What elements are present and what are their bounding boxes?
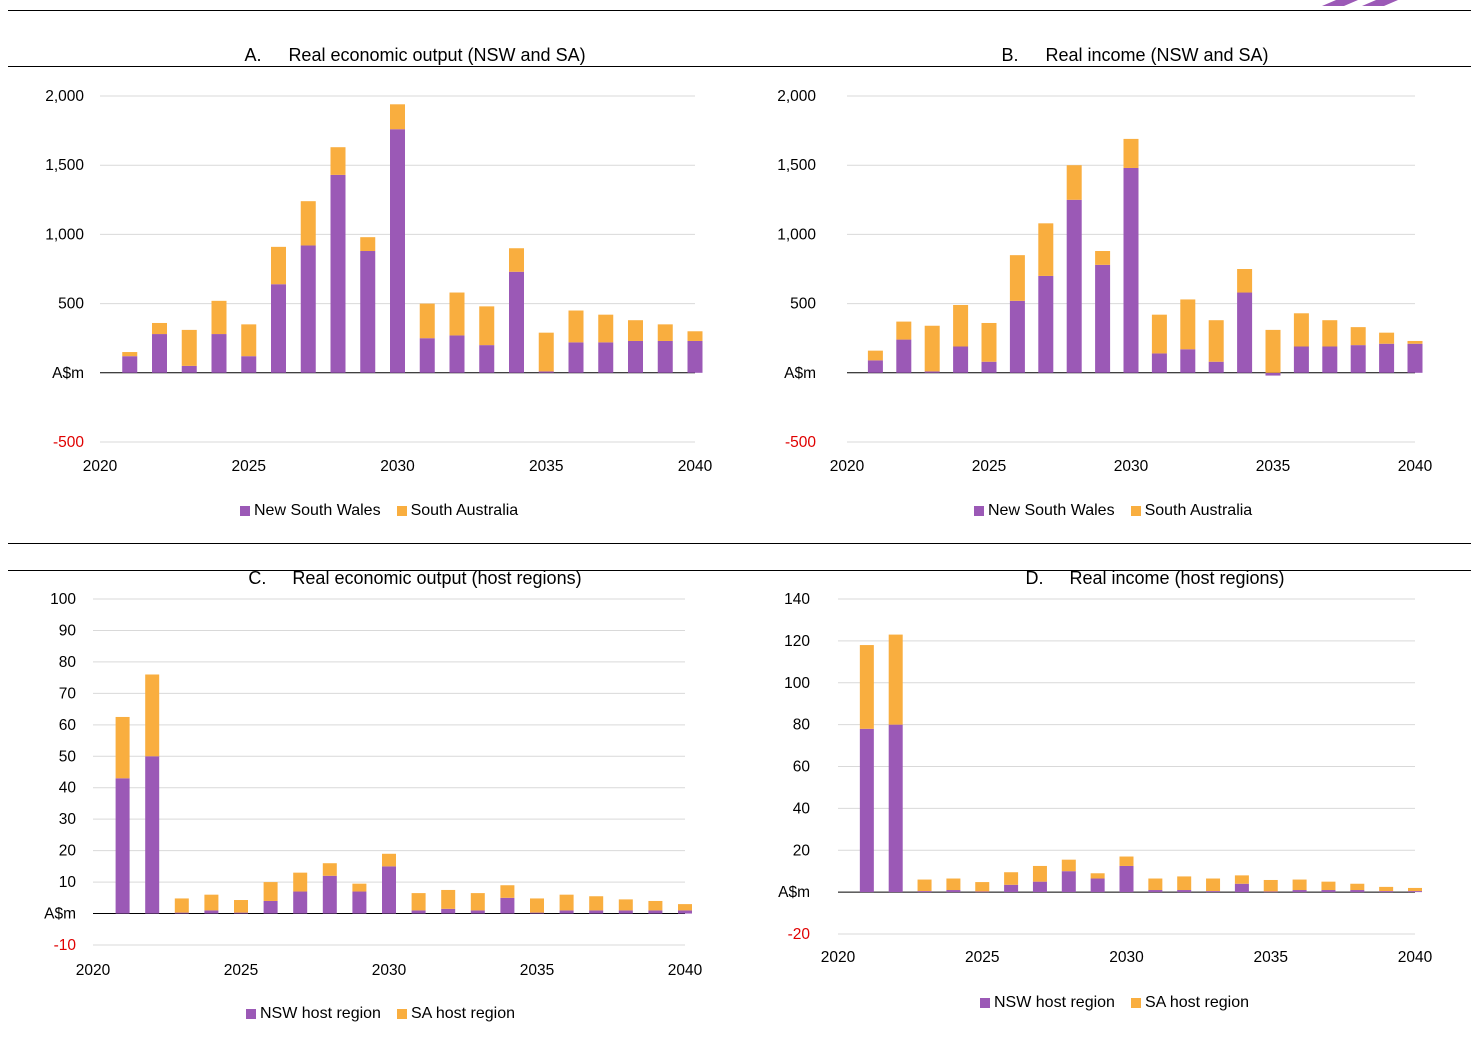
legend-item: NSW host region (980, 994, 1115, 1012)
bar-series-2 (211, 300, 227, 335)
panel-c-title: C. Real economic output (host regions) (150, 547, 670, 589)
bar-series-1 (568, 342, 584, 373)
bar-series-2 (271, 246, 286, 285)
x-tick-label: 2025 (232, 458, 266, 475)
bar-series-1 (538, 371, 554, 373)
bar-series-1 (687, 340, 703, 373)
bar-series-2 (419, 303, 435, 339)
legend-item: South Australia (396, 502, 519, 520)
legend-label: NSW host region (994, 994, 1115, 1011)
bar-series-1 (419, 338, 435, 373)
bar-series-1 (449, 335, 465, 373)
bar-series-2 (152, 322, 167, 335)
x-tick-label: 2020 (83, 458, 118, 475)
bar-series-1 (300, 245, 316, 373)
legend-c: NSW host region SA host region (246, 1005, 515, 1023)
legend-swatch (396, 506, 407, 516)
legend-label: New South Wales (988, 502, 1115, 519)
y-tick-label: 500 (58, 296, 84, 313)
panel-d-letter: D. (1025, 568, 1044, 588)
bar-series-2 (241, 324, 257, 357)
brand-logo (1322, 0, 1398, 6)
panel-d-title: D. Real income (host regions) (920, 547, 1380, 589)
bar-series-1 (122, 356, 138, 373)
bar-series-1 (181, 365, 197, 373)
panel-c-letter: C. (248, 568, 267, 588)
bar-series-2 (330, 147, 346, 175)
bar-series-1 (598, 342, 614, 373)
bar-series-2 (479, 306, 495, 346)
bar-series-2 (687, 331, 703, 341)
bar-series-2 (509, 248, 524, 272)
panel-a-title: A. Real economic output (NSW and SA) (150, 24, 670, 66)
panel-a-title-text: Real economic output (NSW and SA) (288, 45, 586, 65)
legend-item: South Australia (1130, 502, 1253, 520)
bar-series-2 (300, 201, 316, 246)
legend-item: New South Wales (240, 502, 381, 520)
y-tick-label: -500 (53, 434, 84, 451)
y-tick-label: 2,000 (45, 88, 84, 105)
bar-series-2 (598, 314, 614, 343)
bar-series-1 (330, 174, 346, 373)
bar-series-1 (241, 356, 257, 373)
legend-d: NSW host region SA host region (980, 994, 1249, 1012)
x-tick-label: 2035 (529, 458, 563, 475)
bar-series-2 (122, 352, 138, 357)
panel-b-letter: B. (1001, 45, 1019, 65)
bar-series-1 (657, 340, 673, 373)
bar-series-2 (181, 329, 197, 366)
bar-series-2 (538, 332, 554, 372)
legend-swatch (396, 1009, 407, 1019)
bar-series-1 (152, 334, 167, 373)
legend-label: South Australia (1144, 502, 1253, 519)
bar-series-1 (479, 345, 495, 373)
legend-label: NSW host region (260, 1005, 381, 1022)
panel-c-title-text: Real economic output (host regions) (292, 568, 582, 588)
legend-label: SA host region (1144, 994, 1250, 1011)
x-tick-label: 2040 (678, 458, 713, 475)
legend-label: New South Wales (254, 502, 381, 519)
legend-item: SA host region (1130, 994, 1250, 1012)
legend-b: New South Wales South Australia (974, 502, 1252, 520)
bar-series-2 (628, 320, 643, 341)
bar-series-2 (449, 292, 465, 336)
legend-label: SA host region (410, 1005, 516, 1022)
legend-swatch (240, 506, 250, 516)
top-rule (8, 10, 1471, 11)
y-tick-label: A$m (52, 365, 84, 382)
y-tick-label: 1,000 (45, 226, 84, 243)
panel-d-title-text: Real income (host regions) (1069, 568, 1285, 588)
bar-series-1 (211, 334, 227, 373)
bar-series-2 (568, 310, 584, 343)
legend-item: New South Wales (974, 502, 1115, 520)
bar-series-1 (628, 340, 643, 373)
bar-series-2 (360, 237, 376, 252)
bar-series-1 (271, 284, 286, 373)
legend-swatch (1130, 506, 1141, 516)
legend-item: NSW host region (246, 1005, 381, 1023)
bar-series-1 (509, 271, 524, 373)
y-tick-label: 1,500 (45, 157, 84, 174)
panel-b-title-text: Real income (NSW and SA) (1045, 45, 1269, 65)
legend-swatch (980, 998, 990, 1008)
legend-swatch (1130, 998, 1141, 1008)
mid-rule-bottom (8, 570, 1471, 571)
panel-a-letter: A. (244, 45, 262, 65)
legend-item: SA host region (396, 1005, 516, 1023)
title-rule-top (8, 66, 1471, 67)
legend-swatch (246, 1009, 256, 1019)
legend-swatch (974, 506, 984, 516)
x-tick-label: 2030 (380, 458, 415, 475)
bar-series-2 (390, 104, 405, 130)
mid-rule-top (8, 543, 1471, 544)
bar-series-1 (390, 129, 405, 373)
bar-series-2 (657, 324, 673, 341)
legend-label: South Australia (410, 502, 519, 519)
bar-series-1 (360, 251, 376, 373)
legend-a: New South Wales South Australia (240, 502, 518, 520)
panel-b-title: B. Real income (NSW and SA) (900, 24, 1360, 66)
